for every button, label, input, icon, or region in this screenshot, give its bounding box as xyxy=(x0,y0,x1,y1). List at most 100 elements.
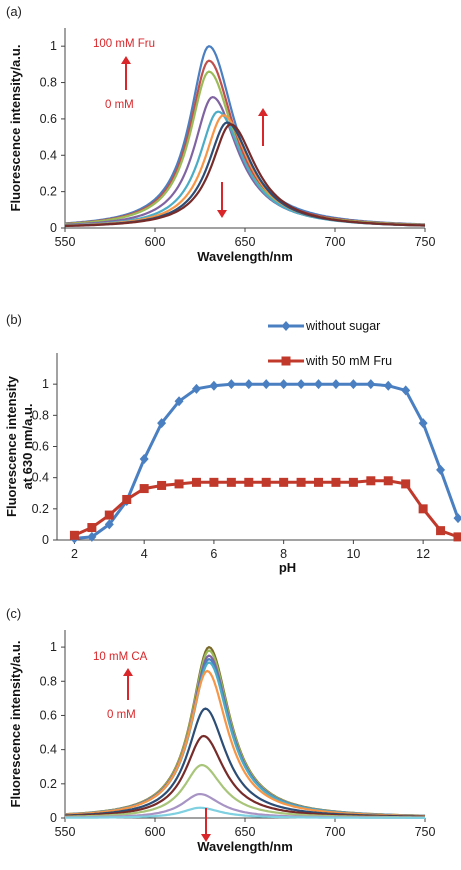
series-0-point xyxy=(139,453,149,464)
series-1-point xyxy=(87,523,97,533)
series-0-point xyxy=(418,418,428,429)
x-tick-label: 700 xyxy=(325,235,346,249)
y-axis-label: Fluorescence intensity/a.u. xyxy=(8,641,23,808)
shift-arrow-up-head xyxy=(258,108,268,116)
series-0-point xyxy=(436,464,446,475)
series-0-point xyxy=(104,519,114,530)
y-tick-label: 0.4 xyxy=(40,148,57,162)
series-0-point xyxy=(383,380,393,391)
series-0-point xyxy=(209,380,219,391)
x-tick-label: 8 xyxy=(280,547,287,561)
series-0-point xyxy=(401,385,411,396)
series-0-point xyxy=(261,379,271,390)
y-tick-label: 0.8 xyxy=(40,76,57,90)
shift-arrow-down-head xyxy=(217,210,227,218)
x-tick-label: 700 xyxy=(325,825,346,839)
x-axis-label: pH xyxy=(279,560,296,575)
series-line-10 xyxy=(65,806,425,819)
series-1-point xyxy=(279,477,289,487)
series-1-point xyxy=(209,477,219,487)
series-0-point xyxy=(314,379,324,390)
y-tick-label: 0 xyxy=(50,221,57,235)
series-0-point xyxy=(331,379,341,390)
x-tick-label: 750 xyxy=(415,825,436,839)
annotation-arrow-up xyxy=(123,668,133,700)
y-axis-label: Fluorescence intensity/a.u. xyxy=(8,45,23,212)
series-line-7 xyxy=(64,123,426,228)
panel-label: (b) xyxy=(6,312,22,327)
series-1-point xyxy=(226,477,236,487)
series-1-point xyxy=(314,477,324,487)
series-1-point xyxy=(69,530,79,540)
y-axis-label-line1: Fluorescence intensity xyxy=(4,375,19,517)
series-0-point xyxy=(244,379,254,390)
series-line-5 xyxy=(64,669,426,818)
series-line-5 xyxy=(64,114,426,227)
series-0-point xyxy=(157,418,167,429)
series-0-point xyxy=(226,379,236,390)
x-tick-label: 4 xyxy=(141,547,148,561)
series-line-0 xyxy=(64,44,425,226)
y-tick-label: 0.4 xyxy=(32,471,49,485)
x-axis-label: Wavelength/nm xyxy=(197,249,293,264)
series-0-point xyxy=(279,379,289,390)
x-tick-label: 650 xyxy=(235,825,256,839)
series-1-point xyxy=(261,477,271,487)
legend: without sugar with 50 mM Fru xyxy=(268,319,392,368)
panel-label: (a) xyxy=(6,4,22,19)
legend-label-1: with 50 mM Fru xyxy=(305,354,392,368)
panel-label: (c) xyxy=(6,606,21,621)
y-tick-label: 0.2 xyxy=(32,502,49,516)
series-line-6 xyxy=(65,121,425,227)
series-0-point xyxy=(366,379,376,390)
legend-marker-0 xyxy=(281,321,291,331)
y-tick-label: 0.2 xyxy=(40,777,57,791)
x-tick-label: 2 xyxy=(71,547,78,561)
series-1-point xyxy=(331,477,341,487)
shift-arrow-down-head xyxy=(201,834,211,842)
series-1-point xyxy=(157,480,167,490)
legend-marker-1 xyxy=(281,356,291,366)
series-1-point xyxy=(296,477,306,487)
annotation-bottom: 0 mM xyxy=(105,99,134,111)
series-1-point xyxy=(191,477,201,487)
series-line-0 xyxy=(64,645,425,817)
series-0-point xyxy=(348,379,358,390)
series-1-point xyxy=(122,494,132,504)
x-tick-label: 650 xyxy=(235,235,256,249)
annotation-top: 10 mM CA xyxy=(93,651,148,663)
y-tick-label: 0.2 xyxy=(40,185,57,199)
x-tick-label: 12 xyxy=(416,547,430,561)
y-tick-label: 0 xyxy=(50,811,57,825)
series-1-point xyxy=(104,510,114,520)
x-tick-label: 600 xyxy=(145,235,166,249)
x-tick-label: 6 xyxy=(210,547,217,561)
series-1-point xyxy=(453,532,461,542)
series-1-point xyxy=(139,484,149,494)
series-1-point xyxy=(174,479,184,489)
annotation-arrow-up-head xyxy=(121,56,131,64)
x-tick-label: 750 xyxy=(415,235,436,249)
series-line-1 xyxy=(64,649,426,817)
x-tick-label: 10 xyxy=(346,547,360,561)
series-0-point xyxy=(296,379,306,390)
series-1-point xyxy=(348,477,358,487)
series-line-4 xyxy=(64,661,425,817)
series-0-point xyxy=(191,383,201,394)
x-axis-label: Wavelength/nm xyxy=(197,839,293,854)
y-tick-label: 0 xyxy=(42,533,49,547)
annotation-arrow-up xyxy=(121,56,131,90)
y-tick-label: 1 xyxy=(50,39,57,53)
series-line-3 xyxy=(64,657,426,817)
annotation-top: 100 mM Fru xyxy=(93,38,155,50)
y-tick-label: 1 xyxy=(42,377,49,391)
annotation-bottom: 0 mM xyxy=(107,709,136,721)
series-1-point xyxy=(401,479,411,489)
series-1-point xyxy=(244,477,254,487)
series-1-point xyxy=(436,526,446,536)
y-tick-label: 0.6 xyxy=(40,708,57,722)
panel-2: 0 0.2 0.4 0.6 0.8 1 550 600 650 700 750 Wavelength/… xyxy=(6,606,435,854)
shift-arrow-down xyxy=(201,808,211,842)
